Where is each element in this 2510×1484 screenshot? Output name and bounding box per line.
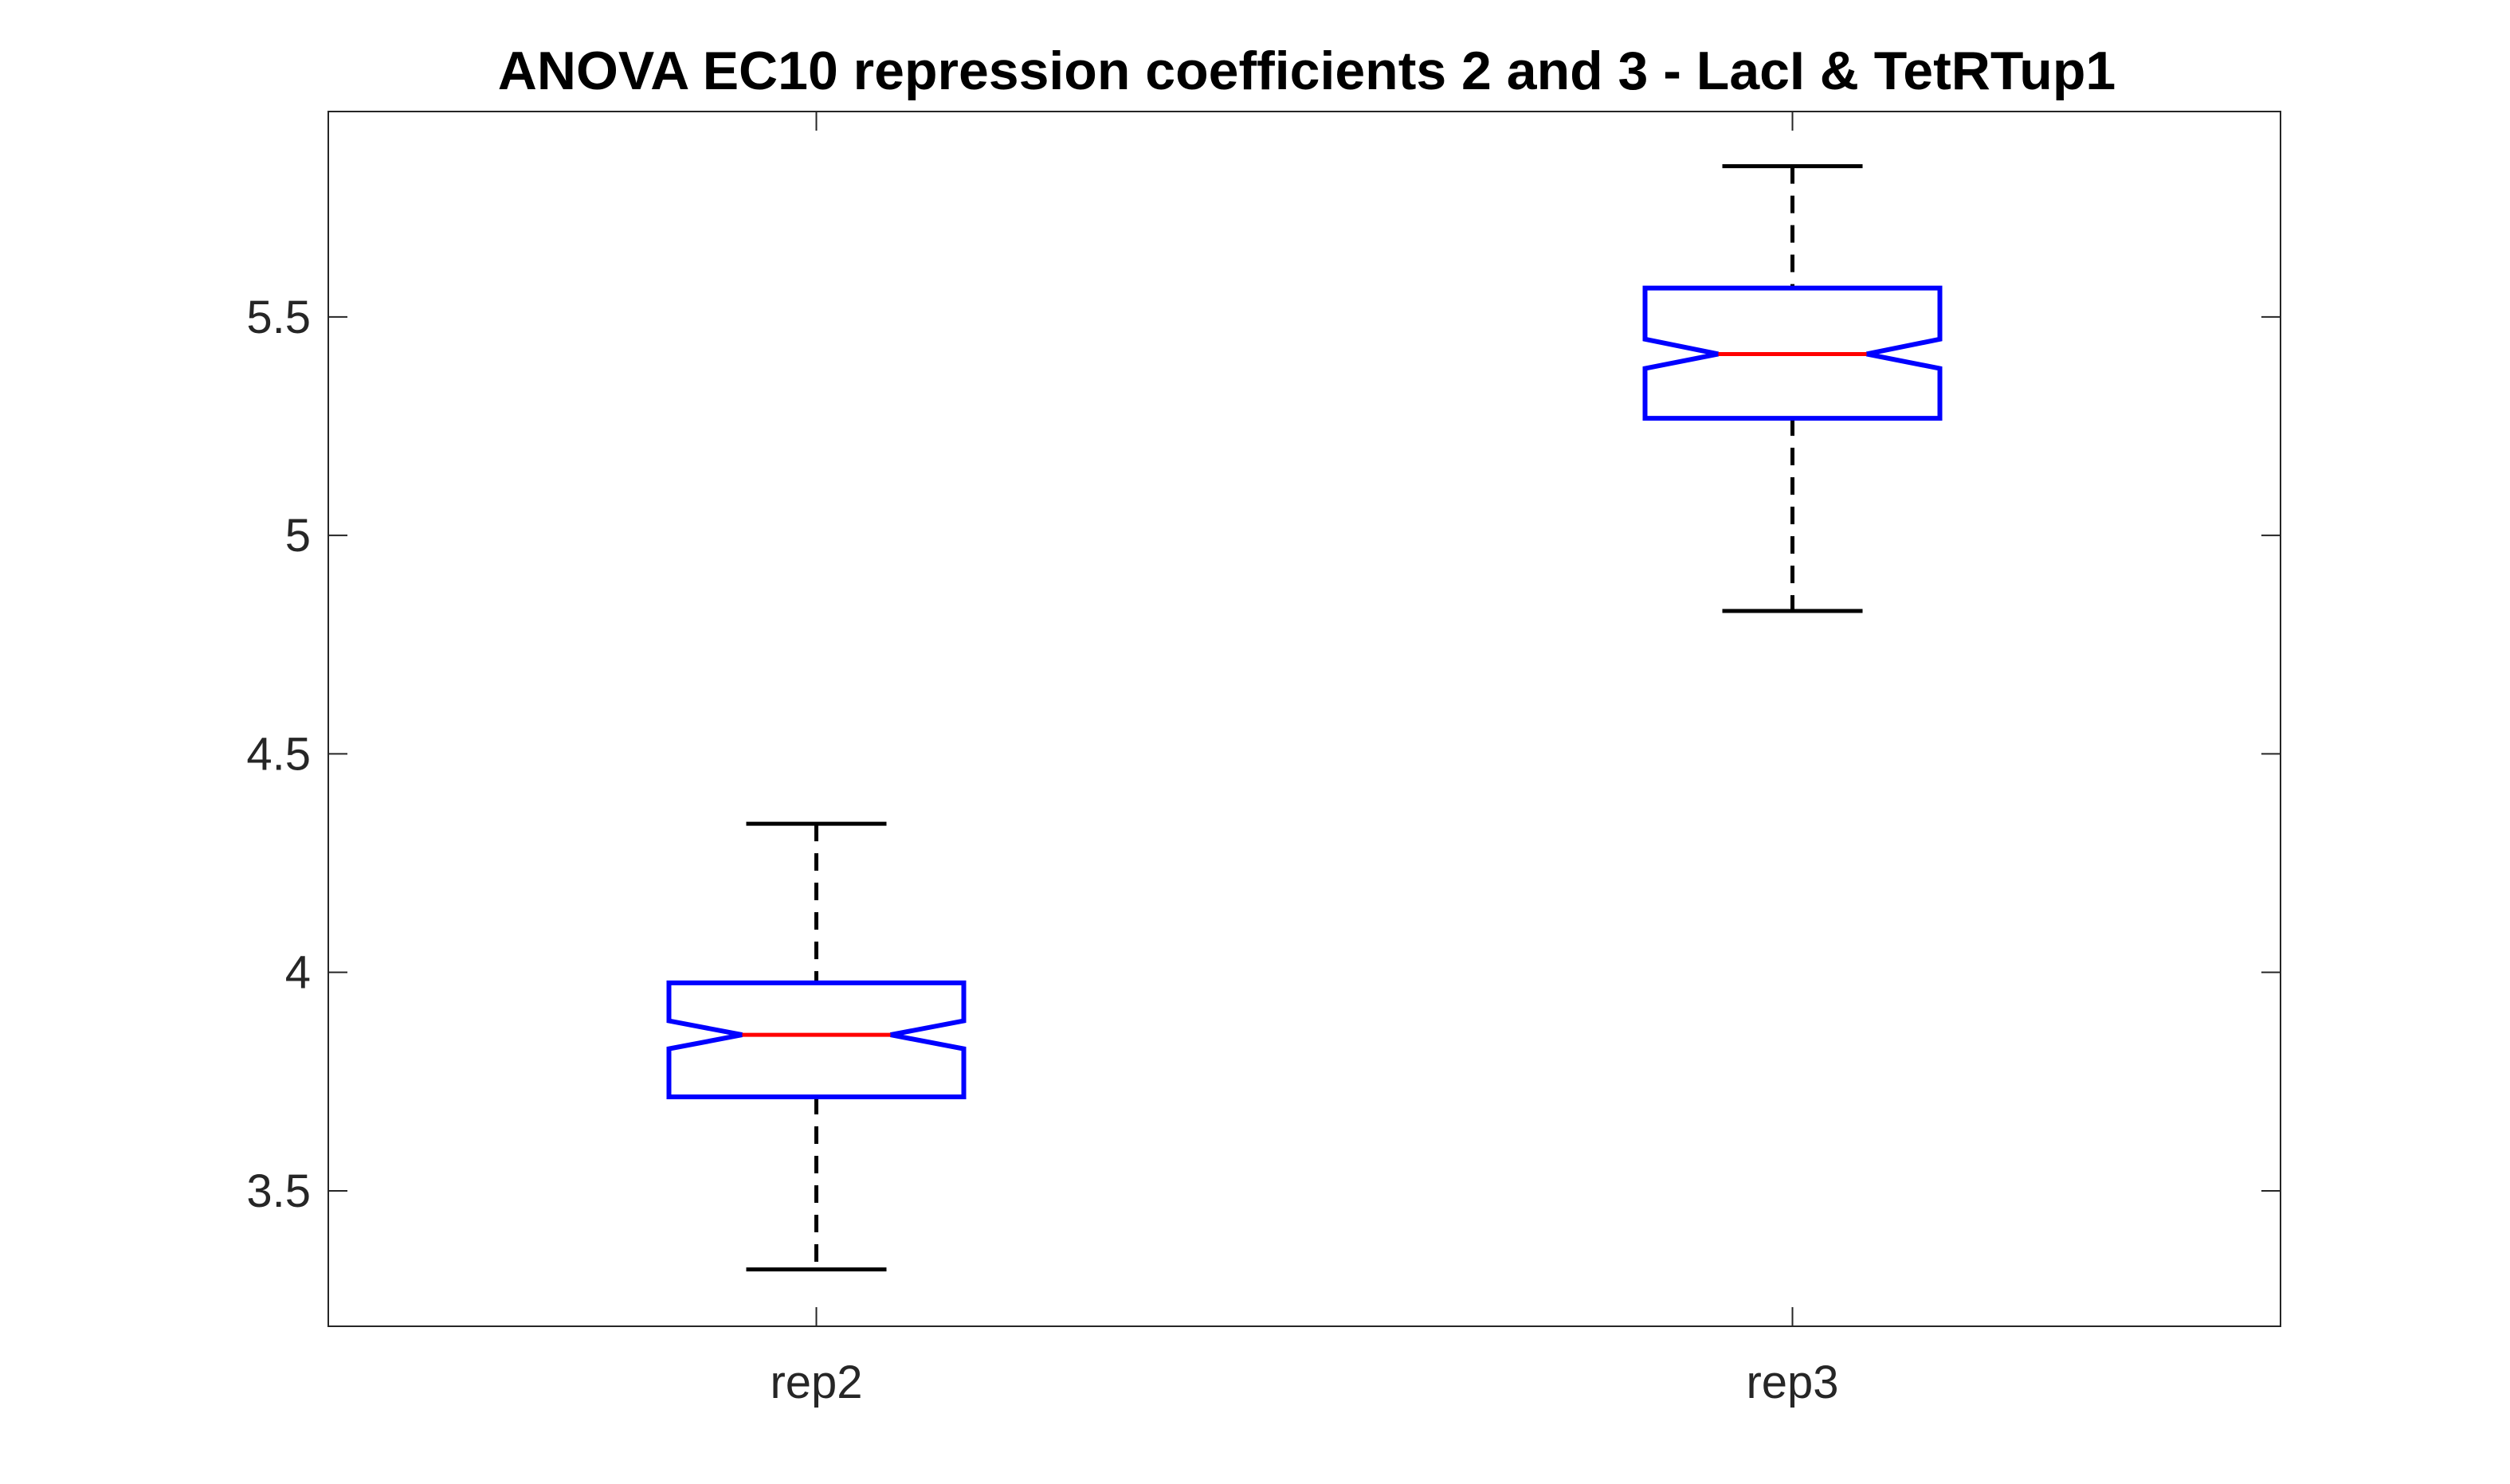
notched-box xyxy=(666,980,967,1100)
y-tick-label: 5.5 xyxy=(246,292,311,343)
plot-area: 3.5 4 4.5 5 5.5 rep2 rep3 xyxy=(246,111,2281,1408)
y-tick-label: 4.5 xyxy=(246,728,311,780)
chart-title: ANOVA EC10 repression coefficients 2 and… xyxy=(498,41,2116,101)
x-tick-label: rep3 xyxy=(1746,1357,1838,1408)
notched-box xyxy=(1642,285,1943,421)
y-tick-label: 3.5 xyxy=(246,1165,311,1217)
y-tick-label: 4 xyxy=(285,947,311,999)
axes-frame xyxy=(327,111,2281,1327)
x-tick-label: rep2 xyxy=(770,1357,862,1408)
y-tick-label: 5 xyxy=(285,510,311,562)
